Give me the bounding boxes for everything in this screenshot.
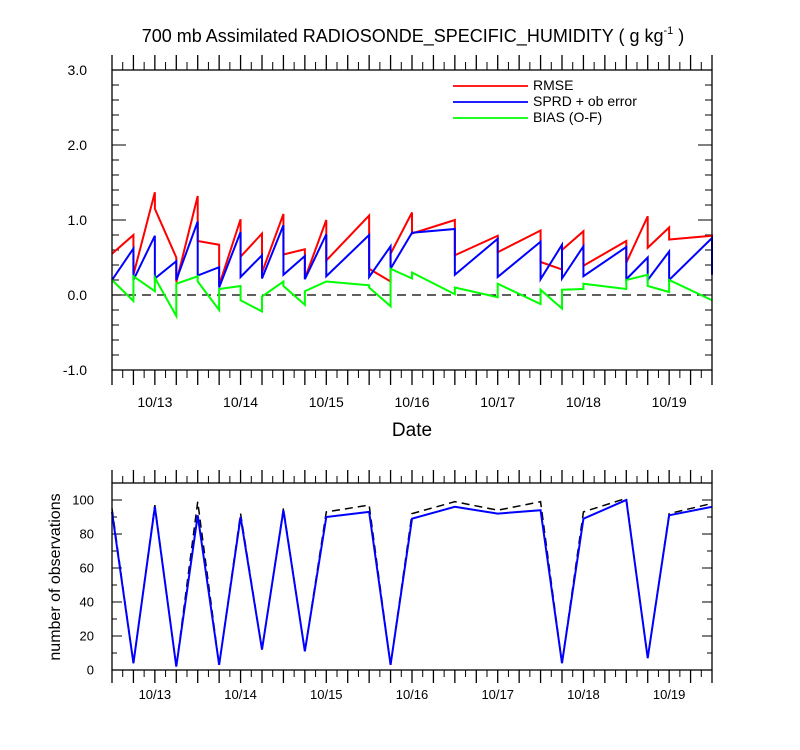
legend-label-rmse: RMSE — [533, 77, 573, 93]
top-chart-title: 700 mb Assimilated RADIOSONDE_SPECIFIC_H… — [142, 25, 685, 47]
bottom-xtick-label: 10/13 — [139, 687, 172, 702]
top-xtick-label: 10/16 — [394, 394, 429, 410]
legend-label-sprd: SPRD + ob error — [533, 93, 637, 109]
top-chart-series — [111, 191, 713, 320]
bottom-ytick-label: 0 — [87, 663, 94, 678]
bottom-ytick-label: 20 — [80, 629, 94, 644]
title-end: ) — [673, 26, 684, 46]
bottom-ytick-label: 100 — [72, 493, 94, 508]
top-xtick-label: 10/19 — [652, 394, 687, 410]
bottom-xtick-label: 10/19 — [653, 687, 686, 702]
top-series-rmse — [111, 191, 713, 286]
top-ytick-label: 1.0 — [68, 212, 88, 228]
top-xtick-label: 10/14 — [223, 394, 258, 410]
bottom-xtick-label: 10/14 — [224, 687, 257, 702]
top-xtick-label: 10/18 — [566, 394, 601, 410]
title-main: 700 mb Assimilated RADIOSONDE_SPECIFIC_H… — [142, 26, 664, 47]
top-series-sprd-ob-error — [111, 221, 713, 288]
bottom-series-total — [111, 497, 713, 667]
bottom-xtick-label: 10/18 — [567, 687, 600, 702]
legend: RMSE SPRD + ob error BIAS (O-F) — [453, 77, 637, 125]
bottom-ytick-label: 60 — [80, 561, 94, 576]
top-xtick-label: 10/17 — [480, 394, 515, 410]
top-plot-frame — [111, 69, 713, 371]
bottom-ytick-label: 40 — [80, 595, 94, 610]
bottom-series-assimilated — [111, 498, 713, 667]
top-series-bias-o-f — [111, 267, 713, 320]
top-ytick-label: 3.0 — [68, 62, 88, 78]
bottom-yaxis-label: number of observations — [47, 493, 64, 660]
bottom-plot-frame — [111, 482, 713, 671]
bottom-chart-axes: 10/13 10/14 10/15 10/16 10/17 10/18 10/19 0 20 40… — [72, 470, 713, 702]
bottom-chart-series — [111, 497, 713, 667]
top-ytick-label: 2.0 — [68, 137, 88, 153]
bottom-xtick-label: 10/15 — [310, 687, 343, 702]
bottom-xtick-label: 10/16 — [396, 687, 429, 702]
title-unit-superscript: -1 — [664, 25, 674, 37]
top-ytick-label: -1.0 — [63, 362, 87, 378]
bottom-xtick-label: 10/17 — [481, 687, 514, 702]
top-xtick-label: 10/15 — [309, 394, 344, 410]
top-xaxis-label: Date — [392, 420, 432, 441]
top-xtick-label: 10/13 — [137, 394, 172, 410]
bottom-ytick-label: 80 — [80, 527, 94, 542]
legend-label-bias: BIAS (O-F) — [533, 109, 602, 125]
top-ytick-label: 0.0 — [68, 287, 88, 303]
